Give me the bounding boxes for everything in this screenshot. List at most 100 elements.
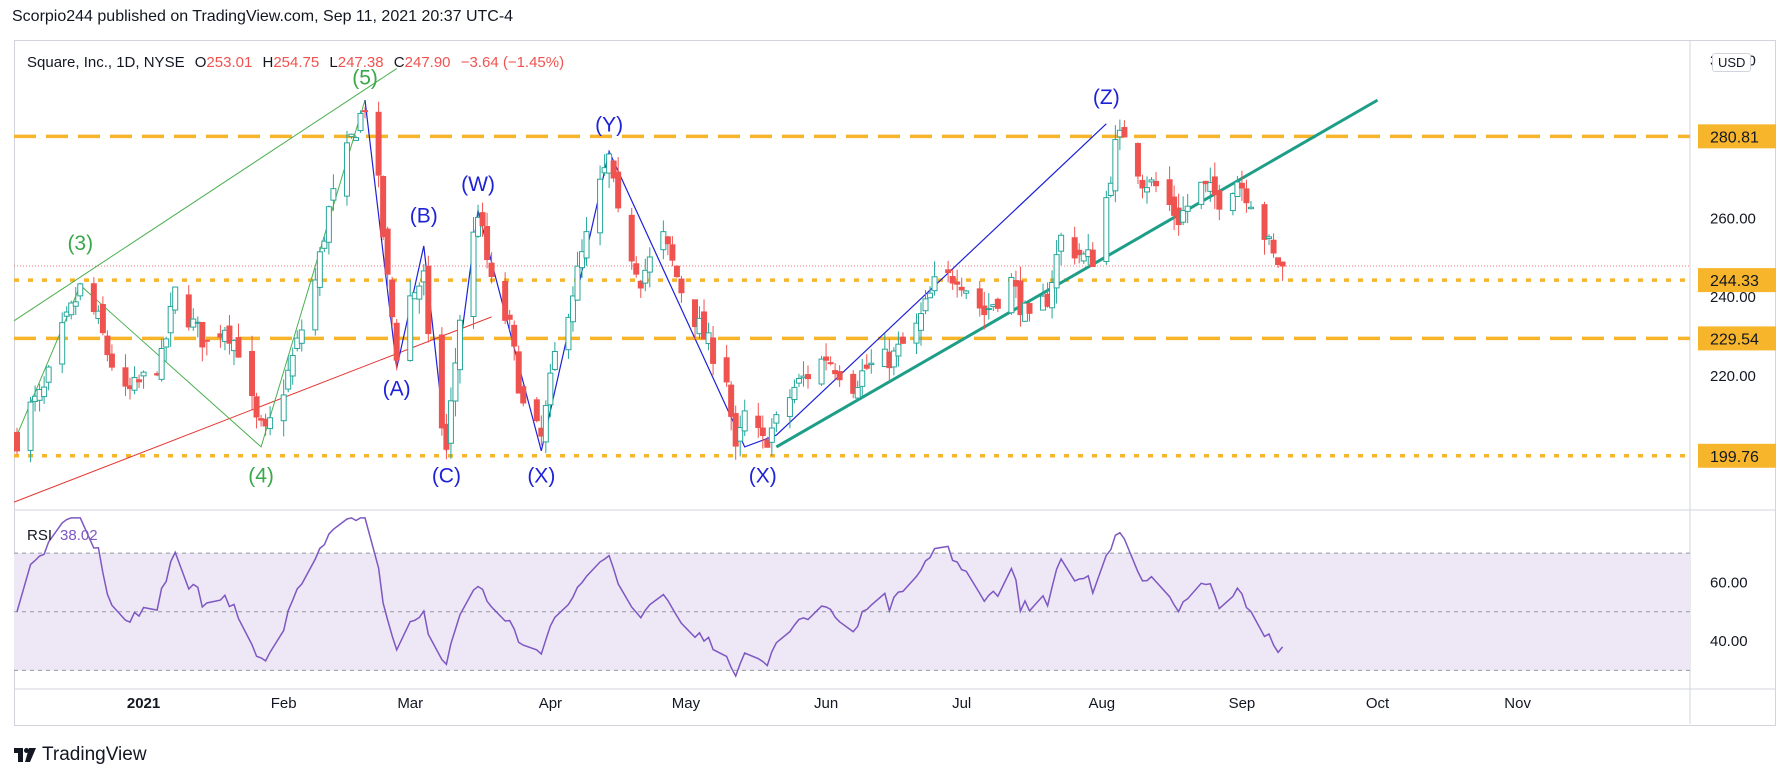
candle-body bbox=[565, 316, 572, 351]
candle-body bbox=[723, 357, 730, 383]
candle-body bbox=[235, 337, 242, 358]
candle-body bbox=[1049, 281, 1056, 309]
candle-body bbox=[131, 376, 138, 391]
candle-body bbox=[59, 322, 66, 365]
y-tick-label: 220.00 bbox=[1710, 368, 1756, 385]
candle-body bbox=[484, 226, 491, 261]
candle-body bbox=[506, 314, 513, 320]
candle-body bbox=[375, 111, 382, 176]
candle-body bbox=[479, 212, 486, 227]
tradingview-brand: TradingView bbox=[42, 744, 147, 765]
candle-body bbox=[764, 439, 771, 448]
candle-body bbox=[41, 386, 48, 398]
candle-body bbox=[226, 325, 233, 344]
candle-body bbox=[1180, 209, 1187, 223]
candle-body bbox=[289, 354, 296, 377]
wave-label: (X) bbox=[527, 464, 555, 487]
candle-body bbox=[633, 263, 640, 275]
candle-body bbox=[954, 281, 961, 285]
candle-body bbox=[579, 251, 585, 269]
high-value: 254.75 bbox=[273, 54, 320, 71]
candle-body bbox=[610, 160, 617, 179]
candle-body bbox=[99, 303, 106, 334]
candle-body bbox=[267, 417, 274, 430]
rsi-value: 38.02 bbox=[60, 527, 98, 544]
candle-body bbox=[389, 279, 396, 318]
x-tick-label: Jul bbox=[952, 695, 971, 712]
high-label: H bbox=[262, 54, 274, 71]
candle-body bbox=[158, 348, 165, 380]
rsi-legend: RSI 38.02 bbox=[27, 527, 98, 544]
candle-body bbox=[958, 286, 965, 291]
candle-body bbox=[1121, 127, 1128, 138]
candle-body bbox=[104, 335, 111, 356]
candle-body bbox=[1026, 303, 1033, 314]
candle-body bbox=[515, 351, 522, 394]
x-tick-label: Jun bbox=[814, 695, 838, 712]
candle-body bbox=[918, 313, 924, 331]
candle-body bbox=[199, 321, 206, 348]
candle-body bbox=[249, 350, 256, 397]
candle-body bbox=[1080, 253, 1087, 262]
rsi-tick-label: 60.00 bbox=[1710, 574, 1748, 591]
candle-body bbox=[976, 288, 983, 309]
candle-body bbox=[384, 228, 391, 275]
candle-body bbox=[1184, 205, 1191, 212]
candle-body bbox=[203, 339, 210, 342]
green-channel-line bbox=[13, 68, 397, 322]
candle-body bbox=[447, 400, 454, 444]
candle-body bbox=[1058, 234, 1065, 252]
candle-body bbox=[1243, 188, 1250, 204]
price-level-tag bbox=[1698, 124, 1776, 149]
candle-body bbox=[1103, 197, 1110, 263]
candle-body bbox=[330, 188, 337, 201]
candle-body bbox=[945, 269, 952, 273]
candle-body bbox=[547, 372, 554, 406]
candle-body bbox=[949, 276, 956, 284]
price-level-label: 280.81 bbox=[1710, 129, 1759, 146]
candle-body bbox=[931, 276, 938, 292]
candle-body bbox=[913, 322, 920, 344]
candle-body bbox=[488, 262, 495, 278]
candle-body bbox=[854, 387, 861, 399]
candle-body bbox=[836, 371, 843, 381]
x-tick-label: Oct bbox=[1366, 695, 1390, 712]
candle-body bbox=[927, 292, 934, 299]
candle-body bbox=[791, 386, 798, 400]
candle-body bbox=[805, 374, 811, 380]
candle-body bbox=[795, 378, 802, 384]
candle-body bbox=[890, 350, 897, 368]
candle-body bbox=[542, 405, 549, 443]
candle-body bbox=[922, 298, 929, 312]
candle-body bbox=[285, 369, 292, 390]
candle-body bbox=[985, 308, 992, 311]
wave-label: (3) bbox=[67, 232, 93, 255]
symbol-label: Square, Inc., 1D, NYSE bbox=[27, 54, 185, 71]
rsi-band bbox=[14, 553, 1690, 671]
candle-body bbox=[1279, 261, 1286, 267]
x-tick-label: 2021 bbox=[127, 695, 160, 712]
y-tick-label: 260.00 bbox=[1710, 210, 1756, 227]
tradingview-logo[interactable]: TradingView bbox=[14, 744, 147, 766]
chart-frame bbox=[14, 40, 1776, 726]
wave-label: (5) bbox=[352, 66, 378, 89]
candle-body bbox=[136, 379, 143, 383]
candle-body bbox=[362, 110, 369, 113]
candle-body bbox=[357, 112, 364, 132]
candle-body bbox=[348, 133, 355, 138]
candle-body bbox=[502, 280, 509, 321]
x-tick-label: Mar bbox=[397, 695, 423, 712]
candle-body bbox=[312, 279, 319, 331]
candle-body bbox=[786, 397, 793, 417]
candle-body bbox=[741, 410, 748, 432]
candle-body bbox=[823, 356, 830, 361]
candle-body bbox=[280, 394, 287, 422]
price-level-tag bbox=[1698, 268, 1776, 293]
x-tick-label: Aug bbox=[1088, 695, 1115, 712]
price-level-label: 244.33 bbox=[1710, 273, 1759, 290]
currency-button[interactable]: USD bbox=[1712, 53, 1752, 72]
change-value: −3.64 (−1.45%) bbox=[460, 54, 565, 71]
candle-body bbox=[90, 283, 97, 313]
candle-body bbox=[253, 396, 260, 418]
